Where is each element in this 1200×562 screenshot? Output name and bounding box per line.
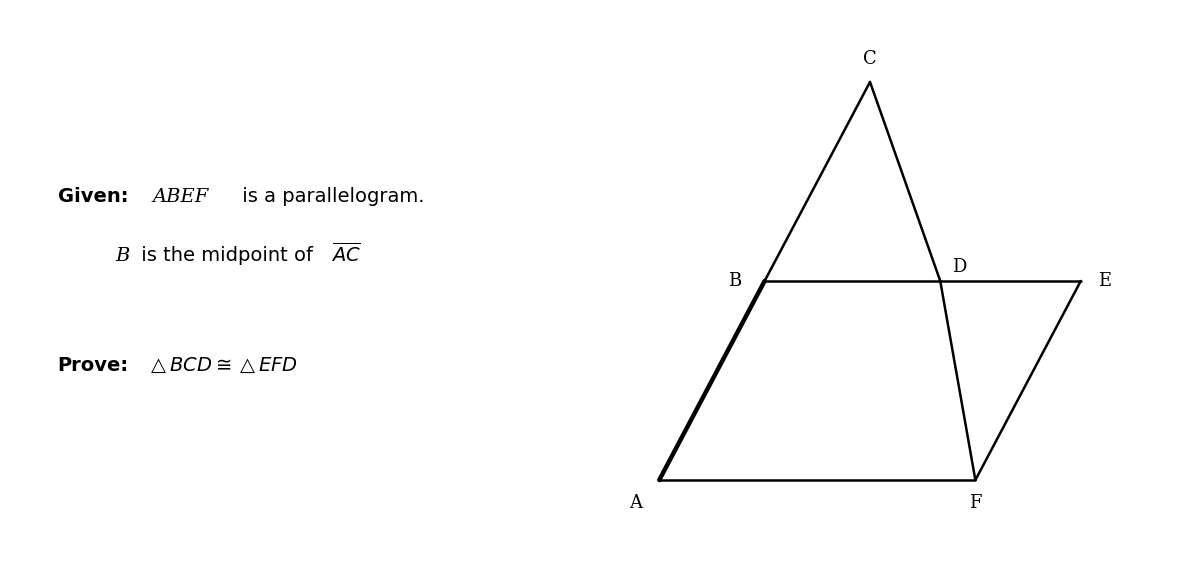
Text: B: B — [727, 272, 740, 290]
Text: ABEF: ABEF — [152, 188, 209, 206]
Text: Prove:: Prove: — [58, 356, 128, 375]
Text: Given:: Given: — [58, 187, 128, 206]
Text: D: D — [952, 258, 966, 276]
Text: is a parallelogram.: is a parallelogram. — [236, 187, 425, 206]
Text: C: C — [863, 49, 877, 67]
Text: is the midpoint of: is the midpoint of — [136, 246, 319, 265]
Text: E: E — [1098, 272, 1111, 290]
Text: F: F — [970, 495, 982, 513]
Text: $\triangle BCD \cong \triangle EFD$: $\triangle BCD \cong \triangle EFD$ — [146, 356, 298, 375]
Text: A: A — [629, 495, 642, 513]
Text: $\overline{AC}$: $\overline{AC}$ — [331, 242, 361, 266]
Text: B: B — [115, 247, 130, 265]
